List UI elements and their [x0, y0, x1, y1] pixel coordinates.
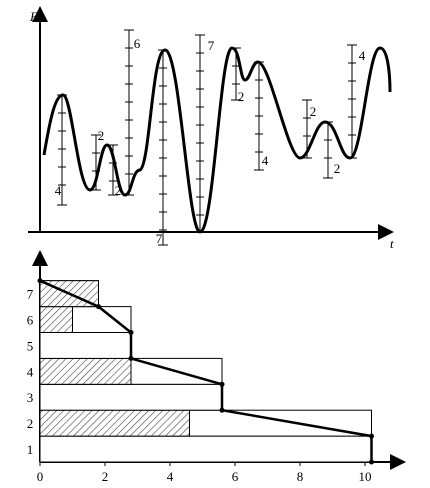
vertex: [37, 278, 43, 284]
x-tick-label: 8: [297, 469, 304, 484]
level-label: 2: [27, 416, 34, 431]
level-label: 4: [27, 364, 34, 379]
top-panel: F t 4 2 2 6 7 7 2 4 2 2 4: [28, 6, 394, 251]
range-label: 2: [334, 161, 341, 176]
range-label: 4: [262, 153, 269, 168]
range-label: 2: [310, 104, 317, 119]
load-curve: [42, 46, 392, 234]
range-label: 7: [156, 231, 163, 246]
vertex: [128, 330, 134, 335]
range-label: 4: [55, 183, 62, 198]
x-tick-label: 6: [232, 469, 239, 484]
total-bar: [39, 435, 372, 463]
x-tick-label: 4: [167, 469, 174, 484]
range-label: 7: [208, 38, 215, 53]
x-label: t: [390, 236, 394, 251]
hatched-bar: [39, 357, 132, 385]
hatched-bar: [39, 409, 190, 437]
x-tick-label: 2: [102, 469, 109, 484]
level-label: 7: [27, 287, 34, 302]
range-label: 6: [134, 36, 141, 51]
y-label: F: [29, 9, 39, 24]
cumulative-line: [39, 279, 373, 462]
vertex: [369, 433, 374, 439]
vertex: [369, 459, 374, 465]
range-label: 2: [115, 183, 122, 198]
x-tick-label: 10: [359, 469, 372, 484]
bottom-panel: 1 2 3 4 5 6 7 0 2 4 6 8 10: [27, 250, 406, 484]
total-bar: [39, 383, 223, 411]
range-label: 2: [238, 89, 245, 104]
range-label: 2: [98, 128, 105, 143]
vertex: [219, 407, 225, 413]
level-label: 5: [27, 338, 34, 353]
vertex: [128, 355, 134, 361]
hatched-bar: [39, 306, 73, 334]
total-bar: [39, 332, 132, 359]
range-bars: 4 2 2 6 7 7 2 4 2 2 4: [55, 29, 366, 246]
level-label: 6: [27, 313, 34, 328]
vertex: [219, 381, 225, 387]
level-label: 1: [27, 442, 34, 457]
vertex: [96, 304, 101, 310]
range-label: 4: [359, 48, 366, 63]
x-tick-label: 0: [37, 469, 44, 484]
level-label: 3: [27, 390, 34, 405]
